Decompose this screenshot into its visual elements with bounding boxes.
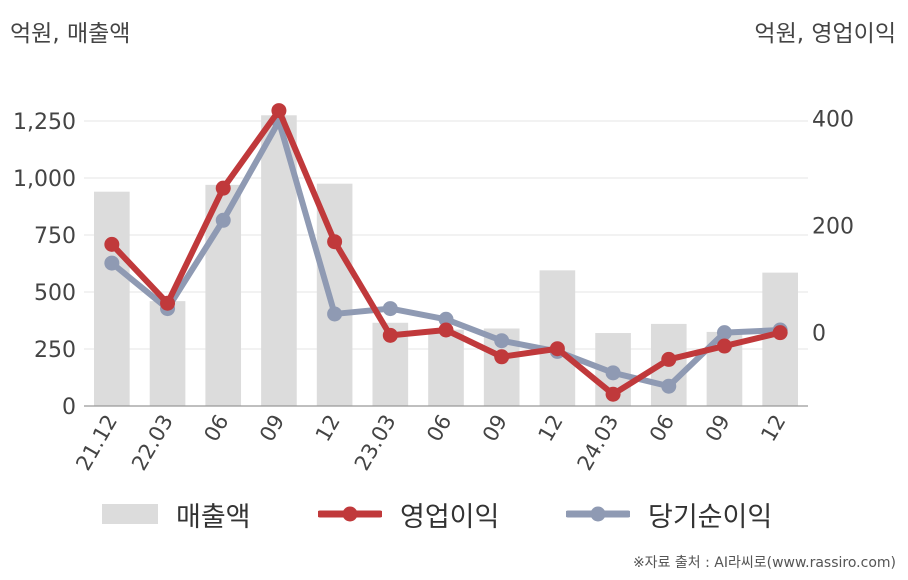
net-income-point — [438, 311, 454, 327]
operating-income-point — [327, 234, 343, 250]
left-tick-label: 250 — [34, 338, 76, 363]
left-tick-label: 0 — [62, 395, 76, 420]
operating-income-point — [104, 236, 120, 252]
legend-label-revenue: 매출액 — [176, 501, 251, 533]
revenue-bar — [149, 301, 186, 406]
operating-income-point — [215, 180, 231, 196]
left-tick-label: 750 — [34, 224, 76, 249]
net-income-point — [494, 333, 510, 349]
net-income-point — [716, 325, 732, 341]
x-tick-label: 06 — [645, 411, 679, 446]
net-income-point — [661, 378, 677, 394]
operating-income-point — [605, 386, 621, 402]
legend-swatch-revenue — [102, 504, 158, 524]
revenue-bar — [539, 270, 576, 406]
net-income-point — [327, 306, 343, 322]
revenue-bar — [94, 191, 130, 406]
operating-income-point — [382, 327, 398, 343]
revenue-bar — [428, 329, 464, 406]
x-tick-label: 12 — [534, 411, 568, 446]
operating-income-point — [271, 103, 287, 119]
left-tick-label: 1,250 — [13, 110, 76, 135]
legend: 매출액 영업이익 당기순이익 — [0, 494, 908, 534]
x-tick-label: 06 — [422, 411, 456, 446]
source-note: ※자료 출처 : AI라씨로(www.rassiro.com) — [632, 555, 896, 571]
right-tick-label: 0 — [812, 322, 826, 347]
net-income-point — [382, 301, 398, 317]
x-tick-label: 09 — [478, 411, 512, 446]
operating-income-point — [494, 349, 510, 365]
x-tick-label: 24.03 — [573, 411, 624, 475]
left-tick-label: 500 — [34, 281, 76, 306]
operating-income-point — [160, 295, 176, 311]
legend-swatch-net — [566, 506, 630, 522]
legend-item-revenue: 매출액 — [102, 494, 251, 534]
operating-income-point — [772, 325, 788, 341]
operating-income-point — [438, 322, 454, 338]
x-tick-label: 12 — [756, 411, 790, 446]
net-income-point — [104, 255, 120, 271]
legend-label-operating: 영업이익 — [400, 501, 500, 533]
legend-label-net: 당기순이익 — [648, 501, 773, 533]
net-income-point — [215, 212, 231, 228]
x-tick-label: 12 — [311, 411, 345, 446]
x-tick-label: 09 — [255, 411, 289, 446]
x-tick-label: 06 — [199, 411, 233, 446]
right-tick-label: 200 — [812, 215, 854, 240]
combo-chart: 0 250 500 750 1,000 1,250 0 200 400 21.12 22.03 06 0… — [13, 103, 854, 475]
operating-income-point — [716, 338, 732, 354]
operating-income-point — [661, 351, 677, 367]
x-tick-label: 23.03 — [350, 411, 401, 475]
x-tick-label: 21.12 — [71, 411, 122, 475]
legend-swatch-operating — [318, 506, 382, 522]
right-tick-label: 400 — [812, 108, 854, 133]
right-axis-unit: 억원, 영업이익 — [754, 21, 896, 47]
x-tick-label: 09 — [701, 411, 735, 446]
operating-income-point — [549, 341, 565, 357]
left-tick-label: 1,000 — [13, 167, 76, 192]
x-tick-label: 22.03 — [127, 411, 178, 475]
left-axis-unit: 억원, 매출액 — [10, 21, 131, 47]
legend-item-operating: 영업이익 — [318, 494, 499, 534]
net-income-point — [605, 365, 621, 381]
legend-item-net: 당기순이익 — [566, 494, 772, 534]
